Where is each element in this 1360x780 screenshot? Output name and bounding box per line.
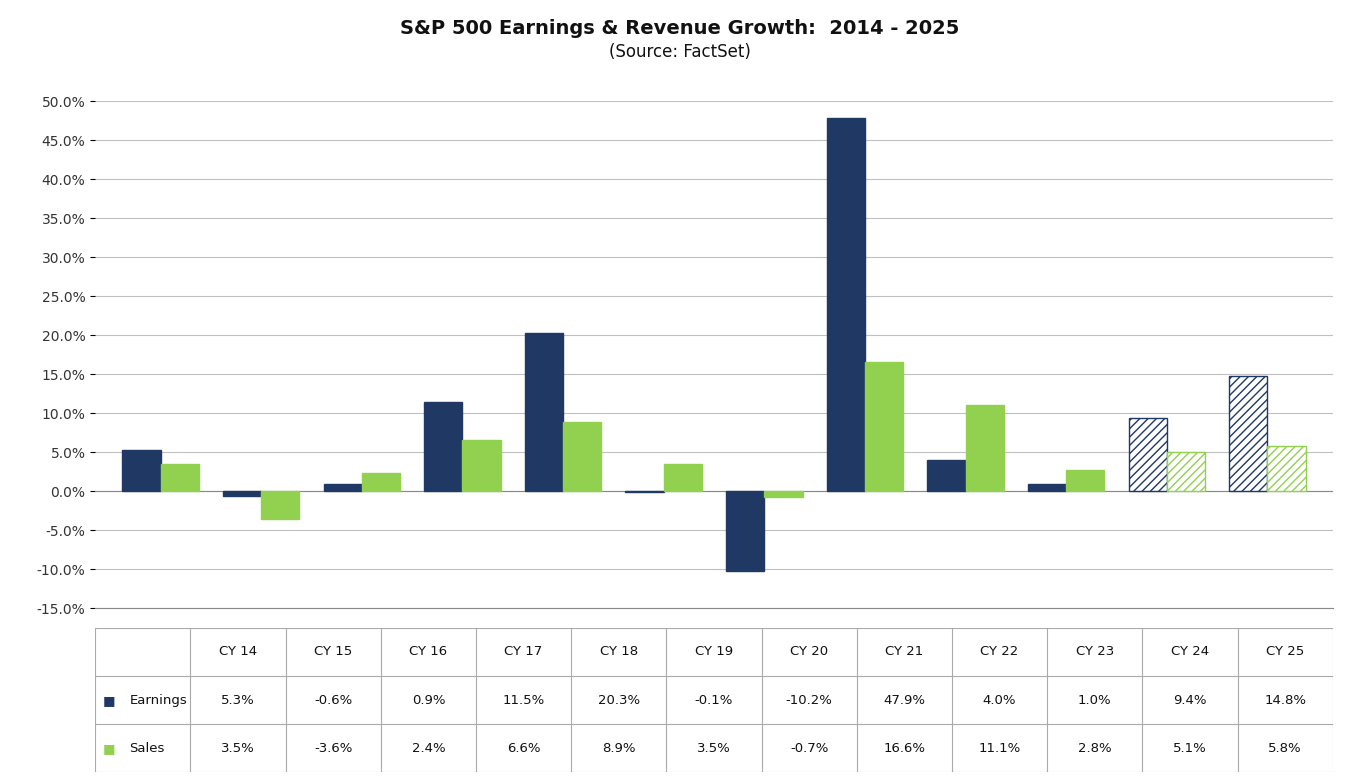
Text: 9.4%: 9.4% (1174, 693, 1206, 707)
Text: Sales: Sales (129, 742, 165, 755)
Text: ■: ■ (103, 742, 116, 755)
Text: CY 20: CY 20 (790, 646, 828, 658)
Bar (525, 333, 563, 491)
Bar (1066, 470, 1104, 491)
Text: 6.6%: 6.6% (507, 742, 540, 755)
Bar (1229, 376, 1268, 491)
Text: CY 15: CY 15 (314, 646, 352, 658)
Text: -10.2%: -10.2% (786, 693, 832, 707)
Bar (1167, 452, 1205, 491)
Text: CY 14: CY 14 (219, 646, 257, 658)
Bar (865, 362, 903, 491)
Bar (1129, 418, 1167, 491)
Bar (324, 484, 362, 491)
Text: -0.6%: -0.6% (314, 693, 352, 707)
Bar (664, 464, 702, 491)
Bar (1028, 484, 1066, 491)
Text: 4.0%: 4.0% (983, 693, 1016, 707)
Bar (764, 491, 802, 497)
Text: CY 17: CY 17 (505, 646, 543, 658)
Text: -3.6%: -3.6% (314, 742, 352, 755)
Text: 14.8%: 14.8% (1265, 693, 1306, 707)
Text: (Source: FactSet): (Source: FactSet) (609, 43, 751, 61)
Bar (1268, 446, 1306, 491)
Text: CY 24: CY 24 (1171, 646, 1209, 658)
Text: 5.8%: 5.8% (1269, 742, 1302, 755)
Text: 2.8%: 2.8% (1078, 742, 1111, 755)
Text: 11.1%: 11.1% (978, 742, 1021, 755)
Text: CY 23: CY 23 (1076, 646, 1114, 658)
Text: 8.9%: 8.9% (602, 742, 635, 755)
Text: CY 21: CY 21 (885, 646, 923, 658)
Bar (563, 422, 601, 491)
Text: 1.0%: 1.0% (1078, 693, 1111, 707)
Text: 16.6%: 16.6% (884, 742, 925, 755)
Bar (223, 491, 261, 496)
Text: CY 16: CY 16 (409, 646, 447, 658)
Text: CY 22: CY 22 (981, 646, 1019, 658)
Text: -0.1%: -0.1% (695, 693, 733, 707)
Bar (122, 450, 160, 491)
Bar (362, 473, 400, 491)
Bar (424, 402, 462, 491)
Text: 11.5%: 11.5% (502, 693, 545, 707)
Text: ■: ■ (103, 693, 116, 707)
Text: Earnings: Earnings (129, 693, 188, 707)
Text: 47.9%: 47.9% (884, 693, 925, 707)
Text: 5.3%: 5.3% (222, 693, 254, 707)
Text: CY 19: CY 19 (695, 646, 733, 658)
Bar (462, 440, 500, 491)
Bar (261, 491, 299, 519)
Text: CY 25: CY 25 (1266, 646, 1304, 658)
Bar (928, 460, 966, 491)
Text: CY 18: CY 18 (600, 646, 638, 658)
Bar (160, 464, 199, 491)
Bar (966, 405, 1004, 491)
Text: 0.9%: 0.9% (412, 693, 445, 707)
Bar (726, 491, 764, 571)
Text: S&P 500 Earnings & Revenue Growth:  2014 - 2025: S&P 500 Earnings & Revenue Growth: 2014 … (400, 20, 960, 38)
Text: -0.7%: -0.7% (790, 742, 828, 755)
Text: 5.1%: 5.1% (1174, 742, 1206, 755)
Text: 20.3%: 20.3% (598, 693, 639, 707)
Text: 3.5%: 3.5% (698, 742, 730, 755)
Text: 2.4%: 2.4% (412, 742, 445, 755)
Text: 3.5%: 3.5% (222, 742, 254, 755)
Bar (827, 118, 865, 491)
